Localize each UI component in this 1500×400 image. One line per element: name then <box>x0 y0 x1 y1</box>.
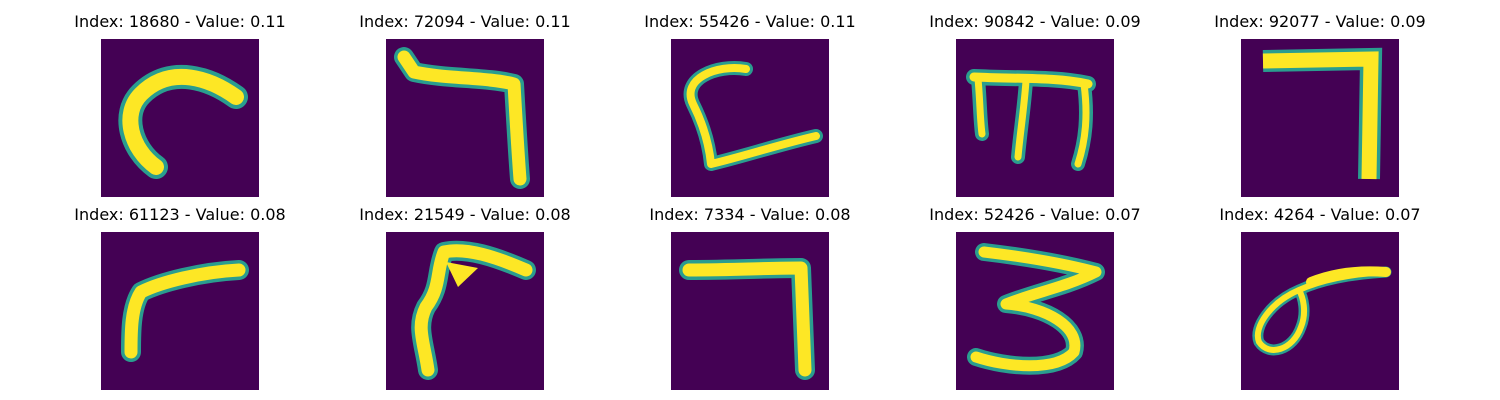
panel-6: Index: 61123 - Value: 0.08 <box>65 205 295 395</box>
panel-5: Index: 92077 - Value: 0.09 <box>1205 12 1435 202</box>
digit-image <box>956 39 1114 197</box>
panel-title: Index: 90842 - Value: 0.09 <box>929 12 1141 31</box>
digit-image <box>386 39 544 197</box>
panel-4: Index: 90842 - Value: 0.09 <box>920 12 1150 202</box>
digit-image <box>956 232 1114 390</box>
stroke-curve-left-icon <box>118 65 248 179</box>
digit-image <box>671 39 829 197</box>
panel-title: Index: 7334 - Value: 0.08 <box>649 205 851 224</box>
stroke-seven-wave-icon <box>394 47 530 189</box>
stroke-three-prong-icon <box>966 69 1096 171</box>
panel-title: Index: 21549 - Value: 0.08 <box>359 205 571 224</box>
digit-image <box>1241 39 1399 197</box>
panel-1: Index: 18680 - Value: 0.11 <box>65 12 295 202</box>
panel-title: Index: 52426 - Value: 0.07 <box>929 205 1141 224</box>
digit-image <box>101 39 259 197</box>
panel-title: Index: 18680 - Value: 0.11 <box>74 12 286 31</box>
stroke-three-icon <box>967 243 1105 375</box>
panel-2: Index: 72094 - Value: 0.11 <box>350 12 580 202</box>
panel-3: Index: 55426 - Value: 0.11 <box>635 12 865 202</box>
panel-7: Index: 21549 - Value: 0.08 <box>350 205 580 395</box>
panel-10: Index: 4264 - Value: 0.07 <box>1205 205 1435 395</box>
stroke-hook-icon <box>121 260 249 362</box>
panel-9: Index: 52426 - Value: 0.07 <box>920 205 1150 395</box>
stroke-seven-straight-icon <box>1262 47 1383 180</box>
stroke-loop-down-icon <box>683 61 823 171</box>
stroke-wing-icon <box>411 240 536 380</box>
digit-image <box>1241 232 1399 390</box>
stroke-loop-tail-icon <box>1252 266 1392 356</box>
panel-title: Index: 61123 - Value: 0.08 <box>74 205 286 224</box>
panel-title: Index: 4264 - Value: 0.07 <box>1219 205 1421 224</box>
panel-8: Index: 7334 - Value: 0.08 <box>635 205 865 395</box>
panel-title: Index: 92077 - Value: 0.09 <box>1214 12 1426 31</box>
digit-image <box>101 232 259 390</box>
panel-title: Index: 55426 - Value: 0.11 <box>644 12 856 31</box>
digit-image <box>671 232 829 390</box>
digit-image <box>386 232 544 390</box>
stroke-seven-long-icon <box>679 258 815 380</box>
panel-title: Index: 72094 - Value: 0.11 <box>359 12 571 31</box>
